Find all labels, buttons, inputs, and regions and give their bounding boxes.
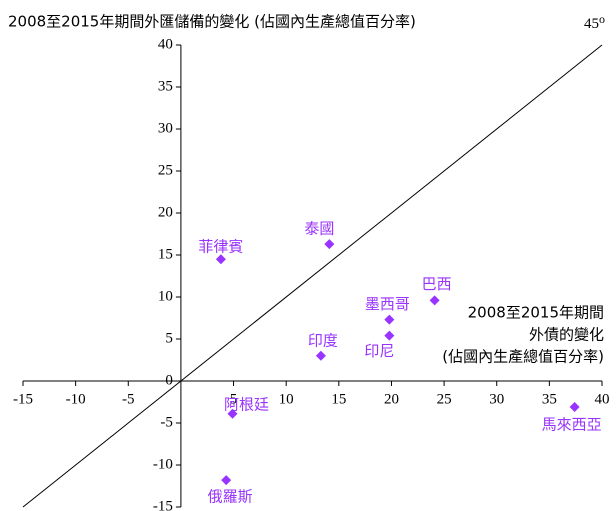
point (429, 295, 440, 306)
y-tick-label: 0 (165, 372, 173, 388)
point-label: 菲律賓 (198, 238, 243, 256)
point (215, 254, 226, 265)
point-label: 印度 (308, 331, 338, 349)
point-label: 泰國 (304, 220, 334, 238)
point-label: 俄羅斯 (208, 488, 253, 506)
x-tick-label: -10 (66, 391, 86, 407)
x-tick-label: -5 (122, 391, 135, 407)
y-tick-label: 10 (158, 288, 173, 304)
annotation: 45o (584, 12, 605, 33)
point (227, 408, 238, 419)
x-tick-label: 35 (542, 391, 557, 407)
x-tick-label: 15 (331, 391, 346, 407)
point-label: 墨西哥 (365, 295, 410, 313)
x-tick-label: 25 (437, 391, 452, 407)
point-label: 巴西 (422, 275, 452, 293)
point (569, 402, 580, 413)
y-tick-label: 15 (158, 246, 173, 262)
x-tick-label: 20 (384, 391, 399, 407)
annotation-text: 45 (584, 16, 599, 32)
reference-line (22, 44, 603, 508)
y-tick-label: 30 (158, 120, 173, 136)
point (384, 314, 395, 325)
point (324, 239, 335, 250)
x-tick-label: -15 (13, 391, 33, 407)
x-tick-label: 30 (489, 391, 504, 407)
chart-title: 2008至2015年期間外匯儲備的變化 (佔國內生產總值百分率) (8, 13, 416, 31)
point (384, 330, 395, 341)
y-tick-label: 35 (158, 78, 173, 94)
y-tick-label: 20 (158, 204, 173, 220)
point (315, 350, 326, 361)
y-tick-label: 25 (158, 162, 173, 178)
y-tick-label: -10 (153, 456, 173, 472)
annotation-sup: o (599, 12, 605, 26)
x-axis-label: 2008至2015年期間 (468, 304, 604, 322)
point-label: 阿根廷 (224, 395, 269, 413)
point-label: 印尼 (364, 342, 394, 360)
x-axis-label: (佔國內生產總值百分率) (442, 348, 604, 366)
point-label: 馬來西亞 (542, 416, 602, 434)
x-tick-label: 10 (279, 391, 294, 407)
y-tick-label: 40 (158, 36, 173, 52)
y-tick-label: -5 (160, 414, 173, 430)
y-tick-label: -15 (153, 498, 173, 511)
x-axis-label: 外債的變化 (529, 326, 604, 344)
y-tick-label: 5 (165, 330, 173, 346)
x-tick-label: 5 (230, 391, 238, 407)
x-tick-label: 40 (595, 391, 610, 407)
point (221, 475, 232, 486)
